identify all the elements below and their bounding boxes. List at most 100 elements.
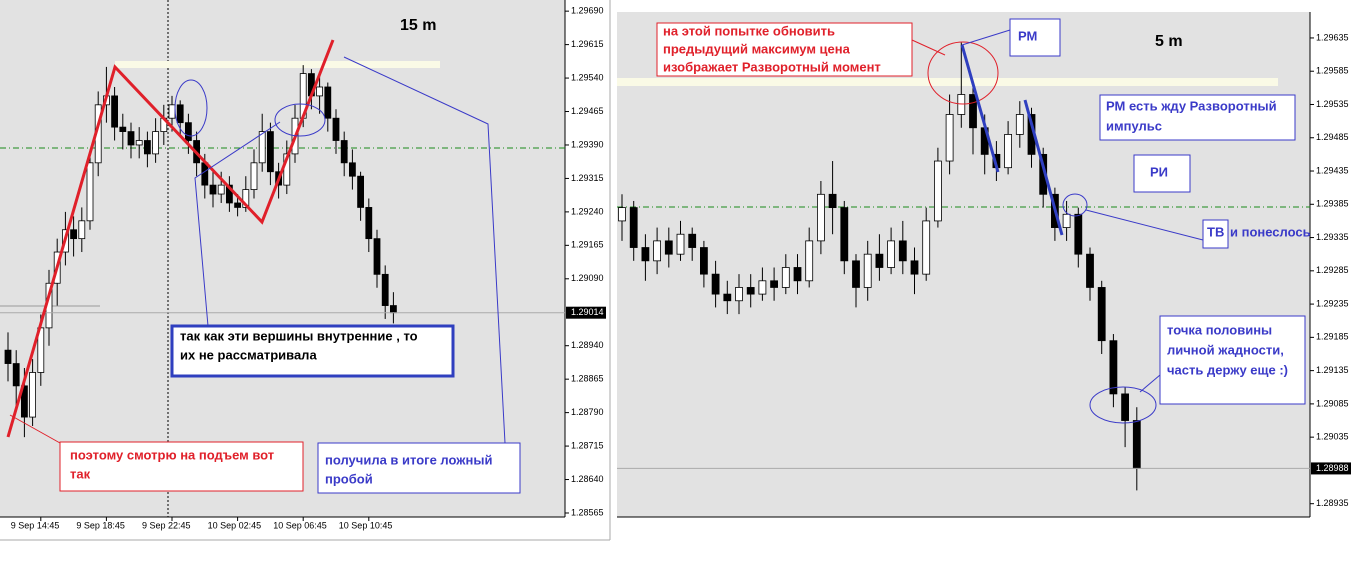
candle-body [641, 247, 650, 262]
zigzag [6, 39, 335, 438]
y-tick-label: 1.29535 [1316, 99, 1349, 109]
highlight-ellipse [274, 103, 326, 137]
y-tick-label: 1.29285 [1316, 265, 1349, 275]
last-price-box [566, 306, 606, 319]
y-tick-label: 1.29540 [571, 72, 604, 82]
candle-body [78, 220, 86, 240]
timeframe-label: 15 m [400, 17, 436, 34]
candle-body [70, 229, 77, 240]
note-box [1202, 219, 1229, 249]
candle-body [723, 293, 732, 302]
y-tick-label: 1.29390 [571, 139, 604, 149]
x-tick-label: 9 Sep 14:45 [11, 520, 60, 530]
note-text: часть держу еще :) [1167, 362, 1288, 377]
candle-body [898, 240, 907, 262]
candle-body [1086, 253, 1094, 288]
candle-body [664, 240, 673, 255]
highlight-ellipse [174, 79, 208, 137]
candle-body [828, 193, 837, 209]
note-box [1009, 18, 1061, 57]
note-text: РМ [1018, 28, 1037, 43]
candle-body [242, 189, 250, 208]
candle-body [840, 207, 849, 262]
y-tick-label: 1.29235 [1316, 298, 1349, 308]
x-tick-label: 10 Sep 06:45 [273, 520, 327, 530]
candle-body [357, 175, 365, 208]
candle-body [381, 273, 389, 306]
x-tick-label: 9 Sep 18:45 [76, 520, 125, 530]
candle-body [793, 267, 802, 282]
resistance-level [115, 61, 440, 68]
candle-body [618, 207, 626, 222]
last-price-label: 1.29014 [571, 307, 604, 317]
note-text: и понеслось [1230, 224, 1311, 239]
candle-body [875, 253, 884, 268]
pointer-line [961, 29, 1011, 46]
y-tick-label: 1.29085 [1316, 398, 1349, 408]
candle-body [817, 193, 825, 242]
right-plot [617, 12, 1310, 517]
candle-body [735, 287, 743, 302]
candle-body [209, 184, 217, 195]
candle-body [711, 273, 720, 295]
candle-body [1004, 134, 1012, 169]
note-text: импульс [1106, 118, 1162, 133]
note-text: личной жадности, [1167, 342, 1284, 357]
candle-body [225, 184, 233, 204]
candle-body [266, 131, 274, 173]
y-tick-label: 1.28935 [1316, 498, 1349, 508]
resistance-level [617, 78, 1278, 86]
candle-body [770, 280, 778, 288]
candle-body [316, 86, 324, 97]
candle-body [1132, 420, 1141, 469]
candle-body [1097, 287, 1106, 342]
candle-body [629, 207, 638, 248]
note-box [59, 441, 304, 492]
candle-body [152, 131, 160, 155]
y-tick-label: 1.29485 [1316, 132, 1349, 142]
chart-marks: 1.29690 1.29615 1.29540 1.29465 1.29390 1.293… [0, 6, 1351, 530]
candle-body [86, 162, 94, 222]
note-text: так [70, 466, 91, 481]
candle-body [1121, 393, 1129, 421]
y-tick-label: 1.29385 [1316, 199, 1349, 209]
candle-body [332, 117, 340, 141]
y-tick-label: 1.28565 [571, 507, 604, 517]
y-tick-label: 1.28940 [571, 340, 604, 350]
candle-body [12, 363, 20, 387]
highlight-ellipse [1089, 386, 1157, 424]
candle-body [217, 184, 225, 195]
note-box [317, 442, 521, 494]
candle-body [805, 240, 814, 282]
candle-body [250, 162, 258, 190]
candle-body [201, 162, 209, 186]
y-tick-label: 1.29185 [1316, 332, 1349, 342]
note-box [1159, 315, 1306, 405]
candle-body [676, 233, 685, 255]
note-text: ТВ [1207, 224, 1224, 239]
candle-body [184, 122, 192, 141]
pointer-line [911, 39, 946, 56]
candle-body [781, 267, 790, 288]
candle-body [20, 385, 28, 418]
y-tick-label: 1.29585 [1316, 66, 1349, 76]
note-text: на этой попытке обновить [663, 23, 835, 38]
y-tick-label: 1.29035 [1316, 432, 1349, 442]
candle-body [934, 160, 942, 222]
candle-body [135, 140, 143, 146]
candle-body [4, 349, 12, 364]
note-box [1133, 154, 1191, 193]
left-plot [0, 0, 565, 517]
pointer-line [1139, 374, 1161, 393]
x-tick-label: 10 Sep 10:45 [339, 520, 393, 530]
y-tick-label: 1.29240 [571, 206, 604, 216]
last-price-label: 1.28988 [1316, 463, 1349, 473]
y-tick-label: 1.29635 [1316, 32, 1349, 42]
x-tick-label: 9 Sep 22:45 [142, 520, 191, 530]
note-text: поэтому смотрю на подъем вот [70, 447, 274, 462]
y-tick-label: 1.29435 [1316, 165, 1349, 175]
candle-body [688, 233, 697, 248]
candle-body [1074, 213, 1083, 255]
note-text: пробой [325, 471, 373, 486]
candle-body [910, 260, 919, 275]
